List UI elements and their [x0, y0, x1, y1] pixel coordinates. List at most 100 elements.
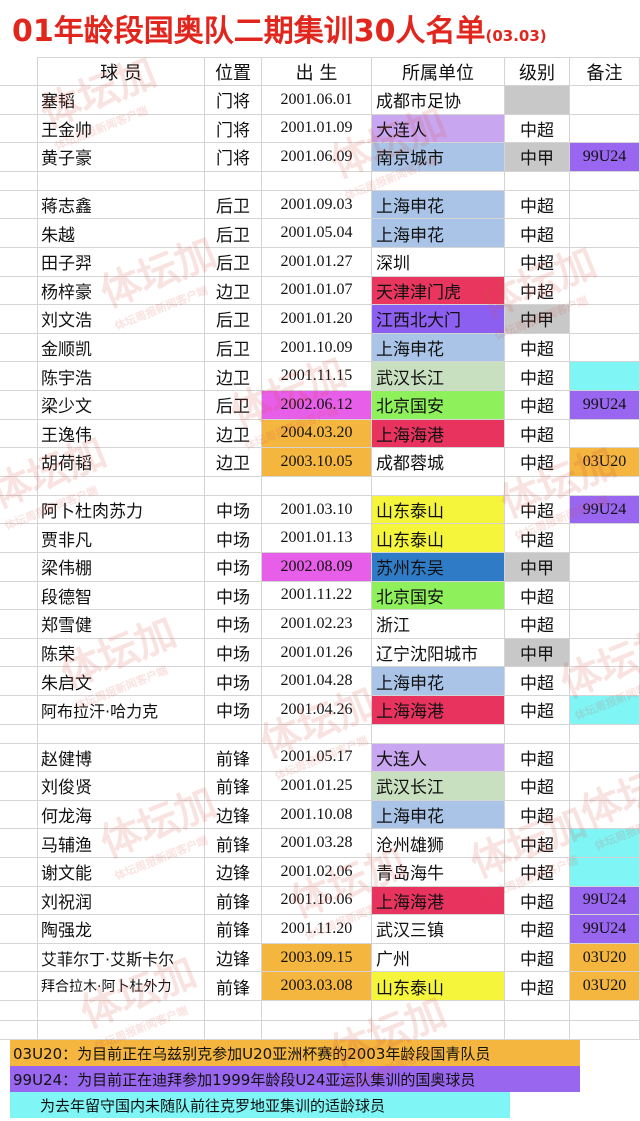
- note-cell: [570, 419, 640, 449]
- position-cell: 中场: [205, 610, 262, 639]
- name-cell: 刘文浩: [38, 305, 205, 334]
- level-cell: 中甲: [505, 305, 570, 334]
- club-cell: 成都蓉城: [372, 448, 505, 477]
- birth-cell: 2001.01.20: [262, 305, 372, 334]
- level-cell: 中超: [505, 667, 570, 696]
- birth-cell: 2001.10.09: [262, 333, 372, 363]
- note-cell: [570, 190, 640, 220]
- name-cell: 王逸伟: [38, 419, 205, 449]
- level-cell: 中甲: [505, 143, 570, 172]
- row-lead: [0, 190, 38, 220]
- level-cell: 中超: [505, 829, 570, 858]
- position-cell: 前锋: [205, 886, 262, 916]
- name-cell: 赵健博: [38, 743, 205, 773]
- row-lead: [0, 772, 38, 801]
- row-lead: [0, 143, 38, 172]
- club-cell: 苏州东吴: [372, 553, 505, 582]
- column-header: 备注: [570, 57, 640, 86]
- note-cell: 99U24: [570, 886, 640, 916]
- birth-cell: 2003.09.15: [262, 943, 372, 973]
- level-cell: 中超: [505, 610, 570, 639]
- note-cell: [570, 638, 640, 668]
- birth-cell: 2001.04.26: [262, 696, 372, 725]
- club-cell: 上海申花: [372, 219, 505, 248]
- spacer-cell: [372, 1001, 505, 1021]
- club-cell: 南京城市: [372, 143, 505, 172]
- birth-cell: 2001.02.23: [262, 610, 372, 639]
- row-lead: [0, 362, 38, 391]
- club-cell: 广州: [372, 943, 505, 973]
- position-cell: 前锋: [205, 915, 262, 944]
- row-lead: [0, 886, 38, 916]
- column-header: 出 生: [262, 57, 372, 86]
- name-cell: 梁少文: [38, 391, 205, 420]
- birth-cell: 2001.01.25: [262, 772, 372, 801]
- birth-cell: 2001.03.28: [262, 829, 372, 858]
- birth-cell: 2001.02.06: [262, 858, 372, 887]
- level-cell: 中超: [505, 219, 570, 248]
- birth-cell: 2001.09.03: [262, 190, 372, 220]
- title: 01年龄段国奥队二期集训30人名单: [12, 14, 486, 49]
- level-cell: 中超: [505, 114, 570, 144]
- name-cell: 拜合拉木·阿卜杜外力: [38, 972, 205, 1001]
- name-cell: 陈宇浩: [38, 362, 205, 391]
- club-cell: 武汉长江: [372, 772, 505, 801]
- level-cell: 中超: [505, 581, 570, 611]
- position-cell: 前锋: [205, 829, 262, 858]
- name-cell: 郑雪健: [38, 610, 205, 639]
- row-lead: [0, 581, 38, 611]
- spacer-cell: [262, 1021, 372, 1040]
- note-cell: 99U24: [570, 495, 640, 525]
- position-cell: 边锋: [205, 858, 262, 887]
- note-cell: [570, 276, 640, 306]
- club-cell: 成都市足协: [372, 86, 505, 115]
- column-header: 所属单位: [372, 57, 505, 86]
- name-cell: 胡荷韬: [38, 448, 205, 477]
- position-cell: 后卫: [205, 305, 262, 334]
- note-cell: [570, 219, 640, 248]
- row-lead: [0, 114, 38, 144]
- note-cell: [570, 581, 640, 611]
- spacer-cell: [205, 1001, 262, 1021]
- spacer-cell: [205, 476, 262, 496]
- position-cell: 边卫: [205, 362, 262, 391]
- spacer-cell: [570, 1021, 640, 1040]
- spacer-cell: [262, 171, 372, 191]
- spacer-cell: [38, 171, 205, 191]
- birth-cell: 2001.10.08: [262, 800, 372, 830]
- name-cell: 陶强龙: [38, 915, 205, 944]
- club-cell: 上海申花: [372, 333, 505, 363]
- club-cell: 大连人: [372, 114, 505, 144]
- position-cell: 门将: [205, 114, 262, 144]
- level-cell: 中甲: [505, 638, 570, 668]
- footnote: 为去年留守国内未随队前往克罗地亚集训的适龄球员: [10, 1092, 510, 1118]
- position-cell: 前锋: [205, 972, 262, 1001]
- row-lead: [0, 305, 38, 334]
- spacer-cell: [38, 724, 205, 744]
- position-cell: 边锋: [205, 800, 262, 830]
- name-cell: 蒋志鑫: [38, 190, 205, 220]
- position-cell: 中场: [205, 553, 262, 582]
- birth-cell: 2001.10.06: [262, 886, 372, 916]
- club-cell: 上海申花: [372, 190, 505, 220]
- position-cell: 中场: [205, 524, 262, 553]
- spacer-cell: [205, 1021, 262, 1040]
- row-lead: [0, 333, 38, 363]
- spacer-cell: [0, 724, 38, 744]
- name-cell: 金顺凯: [38, 333, 205, 363]
- level-cell: 中超: [505, 972, 570, 1001]
- name-cell: 梁伟棚: [38, 553, 205, 582]
- note-cell: [570, 333, 640, 363]
- club-cell: 北京国安: [372, 391, 505, 420]
- spacer-cell: [262, 1001, 372, 1021]
- note-cell: 03U20: [570, 448, 640, 477]
- position-cell: 中场: [205, 495, 262, 525]
- spacer-cell: [570, 1001, 640, 1021]
- level-cell: 中超: [505, 391, 570, 420]
- name-cell: 朱启文: [38, 667, 205, 696]
- level-cell: 中超: [505, 362, 570, 391]
- name-cell: 艾菲尔丁·艾斯卡尔: [38, 943, 205, 973]
- club-cell: 上海申花: [372, 667, 505, 696]
- note-cell: [570, 829, 640, 858]
- position-cell: 后卫: [205, 333, 262, 363]
